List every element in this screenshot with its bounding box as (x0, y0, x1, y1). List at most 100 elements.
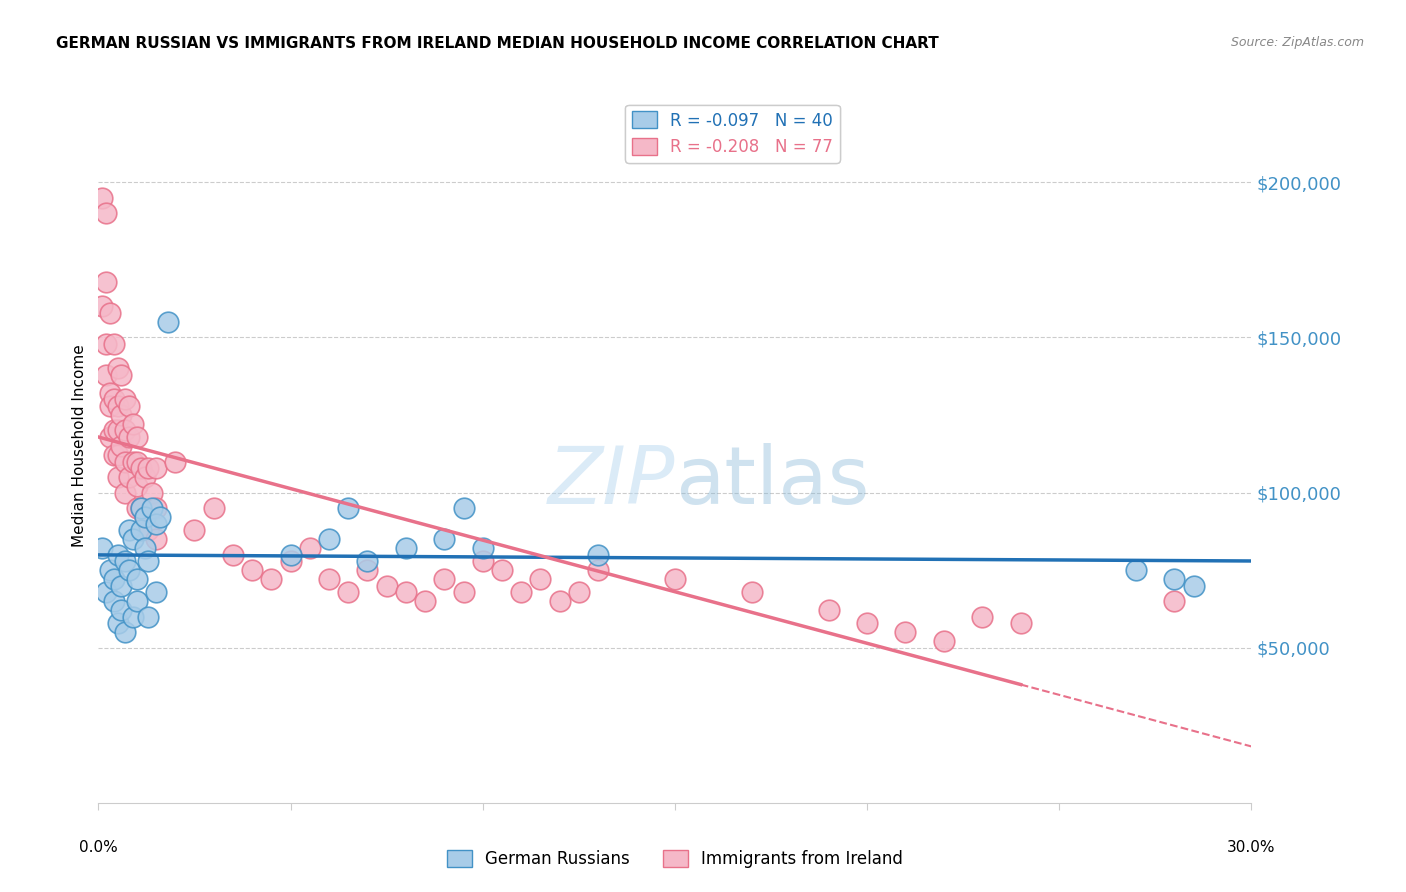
Point (91, 299, 114, 313)
Point (471, 554, 494, 568)
Point (114, 454, 136, 468)
Point (91, 541, 114, 556)
Point (107, 424, 129, 438)
Text: Source: ZipAtlas.com: Source: ZipAtlas.com (1230, 36, 1364, 49)
Point (94, 584, 117, 599)
Point (118, 523, 141, 537)
Point (107, 448, 129, 462)
Point (110, 439, 132, 453)
Point (741, 584, 763, 599)
Point (125, 501, 148, 516)
Point (94, 368, 117, 382)
Point (548, 594, 571, 608)
Point (337, 501, 360, 516)
Point (183, 523, 205, 537)
Text: ZIP: ZIP (547, 442, 675, 521)
Point (138, 609, 160, 624)
Point (107, 399, 129, 413)
Point (856, 615, 879, 630)
Point (134, 510, 156, 524)
Point (337, 584, 360, 599)
Point (103, 392, 125, 407)
Point (141, 485, 163, 500)
Point (110, 603, 132, 617)
Point (114, 392, 136, 407)
Point (134, 541, 156, 556)
Point (129, 523, 152, 537)
Point (298, 541, 321, 556)
Point (356, 554, 378, 568)
Point (94, 336, 117, 351)
Point (138, 554, 160, 568)
Point (202, 501, 225, 516)
Point (98, 399, 121, 413)
Point (94, 206, 117, 220)
Point (103, 336, 125, 351)
Legend: R = -0.097   N = 40, R = -0.208   N = 77: R = -0.097 N = 40, R = -0.208 N = 77 (626, 104, 839, 162)
Point (165, 454, 187, 468)
Point (138, 460, 160, 475)
Point (107, 548, 129, 562)
Point (972, 609, 994, 624)
Point (395, 541, 418, 556)
Point (107, 470, 129, 484)
Point (125, 430, 148, 444)
Text: GERMAN RUSSIAN VS IMMIGRANTS FROM IRELAND MEDIAN HOUSEHOLD INCOME CORRELATION CH: GERMAN RUSSIAN VS IMMIGRANTS FROM IRELAN… (56, 36, 939, 51)
Point (280, 548, 302, 562)
Point (110, 368, 132, 382)
Text: 0.0%: 0.0% (79, 840, 118, 855)
Point (395, 584, 418, 599)
Point (222, 548, 245, 562)
Point (932, 634, 955, 648)
Point (413, 594, 436, 608)
Point (145, 532, 167, 546)
Point (122, 454, 145, 468)
Point (125, 479, 148, 493)
Point (318, 532, 340, 546)
Point (145, 584, 167, 599)
Point (94, 275, 117, 289)
Point (125, 454, 148, 468)
Point (280, 554, 302, 568)
Point (568, 584, 591, 599)
Point (114, 554, 136, 568)
Y-axis label: Median Household Income: Median Household Income (72, 344, 87, 548)
Point (433, 573, 456, 587)
Point (129, 501, 152, 516)
Point (107, 615, 129, 630)
Point (1010, 615, 1032, 630)
Point (103, 594, 125, 608)
Point (433, 532, 456, 546)
Point (125, 594, 148, 608)
Point (118, 563, 141, 577)
Point (118, 399, 141, 413)
Point (125, 573, 148, 587)
Point (98, 386, 121, 401)
Point (134, 470, 156, 484)
Point (138, 523, 160, 537)
Point (110, 408, 132, 422)
Point (1163, 573, 1185, 587)
Point (141, 501, 163, 516)
Point (114, 424, 136, 438)
Point (491, 563, 513, 577)
Point (129, 460, 152, 475)
Point (586, 548, 609, 562)
Point (664, 573, 686, 587)
Point (817, 603, 839, 617)
Point (129, 501, 152, 516)
Point (260, 573, 283, 587)
Point (356, 563, 378, 577)
Point (122, 417, 145, 432)
Point (375, 579, 398, 593)
Text: 30.0%: 30.0% (1227, 840, 1275, 855)
Point (149, 510, 172, 524)
Text: atlas: atlas (675, 442, 869, 521)
Point (471, 541, 494, 556)
Point (145, 460, 167, 475)
Point (114, 625, 136, 640)
Point (98, 430, 121, 444)
Point (91, 191, 114, 205)
Point (103, 448, 125, 462)
Point (103, 424, 125, 438)
